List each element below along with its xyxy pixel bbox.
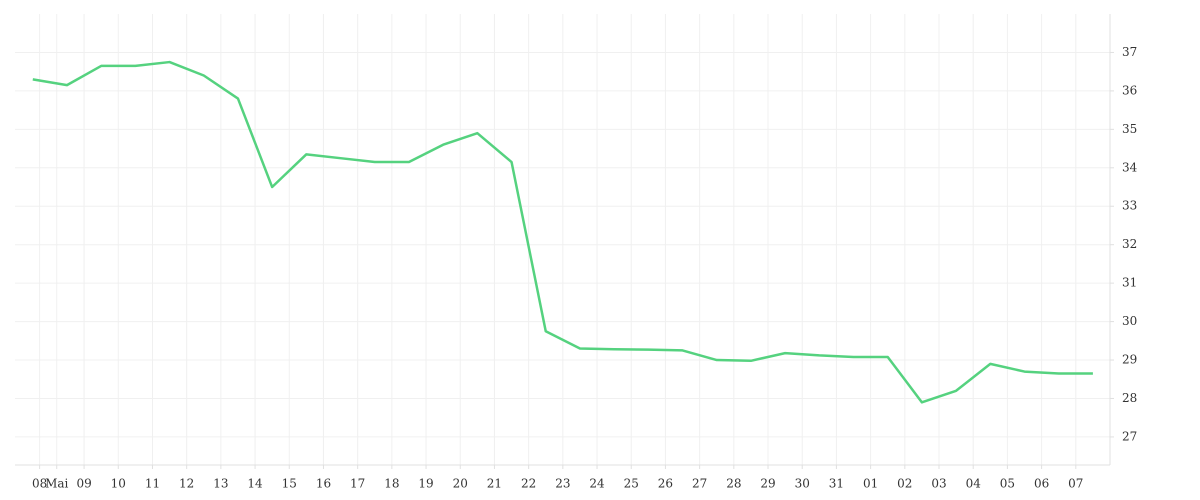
x-tick-label: 21	[487, 477, 502, 491]
x-tick-label: 26	[658, 477, 673, 491]
y-tick-label: 32	[1122, 237, 1137, 251]
y-tick-label: 35	[1122, 122, 1137, 136]
x-tick-label: 18	[384, 477, 399, 491]
x-tick-label: 07	[1068, 477, 1083, 491]
y-tick-label: 33	[1122, 199, 1137, 213]
x-tick-label: 28	[726, 477, 741, 491]
x-tick-label: 08	[32, 477, 47, 491]
x-tick-label: 14	[247, 477, 263, 491]
x-tick-label: 06	[1034, 477, 1049, 491]
y-tick-label: 34	[1122, 160, 1138, 174]
x-tick-label: 27	[692, 477, 707, 491]
x-tick-label: 29	[760, 477, 775, 491]
y-tick-label: 27	[1122, 429, 1137, 443]
x-tick-label: 09	[76, 477, 91, 491]
y-tick-label: 28	[1122, 391, 1137, 405]
x-tick-label: 20	[453, 477, 468, 491]
x-tick-label: 13	[213, 477, 228, 491]
y-tick-label: 29	[1122, 353, 1137, 367]
x-tick-label: 01	[863, 477, 878, 491]
x-tick-label: 16	[316, 477, 331, 491]
x-tick-label: 24	[589, 477, 605, 491]
x-tick-label: 15	[282, 477, 297, 491]
x-tick-label: 03	[931, 477, 946, 491]
x-tick-label: 12	[179, 477, 194, 491]
y-tick-label: 36	[1122, 83, 1137, 97]
x-tick-label: 17	[350, 477, 365, 491]
x-tick-label: 25	[624, 477, 639, 491]
x-tick-label: 11	[145, 477, 160, 491]
x-tick-label: 30	[795, 477, 810, 491]
y-tick-label: 31	[1122, 276, 1137, 290]
x-tick-label: 02	[897, 477, 912, 491]
x-tick-label: 22	[521, 477, 536, 491]
x-tick-label: 19	[418, 477, 433, 491]
x-tick-label: 31	[829, 477, 844, 491]
y-tick-label: 37	[1122, 45, 1137, 59]
line-series	[32, 60, 1093, 404]
y-tick-label: 30	[1122, 314, 1137, 328]
x-tick-label: 10	[111, 477, 126, 491]
x-tick-label: 23	[555, 477, 570, 491]
x-tick-label: 04	[966, 477, 982, 491]
x-tick-label: Mai	[45, 477, 68, 491]
x-tick-label: 05	[1000, 477, 1015, 491]
